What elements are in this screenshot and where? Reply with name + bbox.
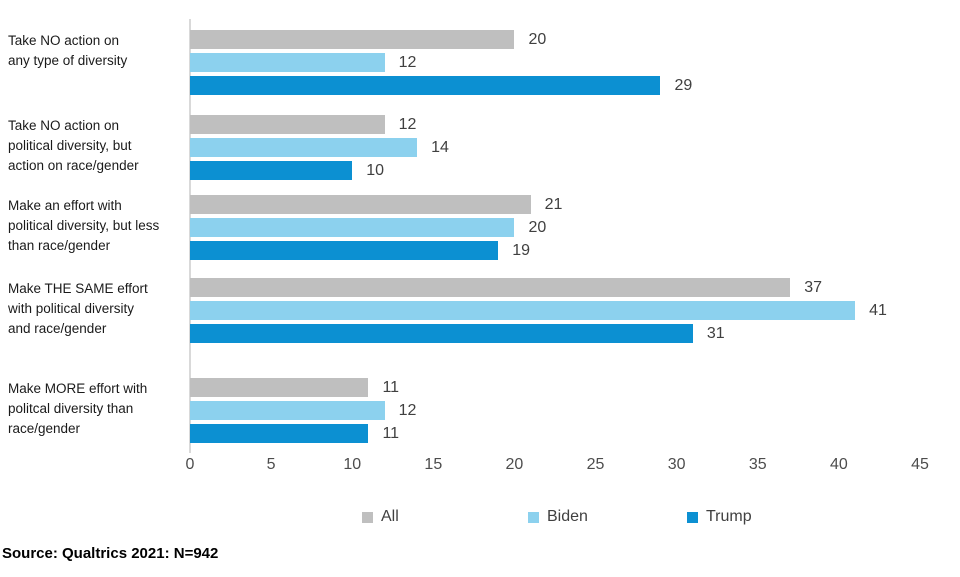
x-tick-label: 30 xyxy=(667,456,686,473)
legend-item-all: All xyxy=(362,506,399,528)
bar-all xyxy=(190,115,385,134)
legend-label: Trump xyxy=(706,508,752,525)
bar-trump xyxy=(190,324,693,343)
bar-biden xyxy=(190,53,385,72)
category-label-line: Make THE SAME effort xyxy=(8,281,148,296)
category-label-line: political diversity, but xyxy=(8,138,132,153)
bar-value-label: 12 xyxy=(398,53,417,71)
legend-swatch-icon xyxy=(687,511,698,523)
bar-value-label: 37 xyxy=(804,278,823,296)
legend-label: Biden xyxy=(547,508,588,525)
bar-trump xyxy=(190,424,369,443)
bar-value-label: 19 xyxy=(512,241,531,259)
category-label: Make MORE effort with politcal diversity … xyxy=(8,379,186,439)
bar-value-label: 10 xyxy=(366,161,385,179)
bar-row-trump-3: 31 xyxy=(190,324,725,343)
legend-item-biden: Biden xyxy=(528,506,588,528)
category-label: Take NO action on political diversity, bu… xyxy=(8,116,186,176)
bar-value-label: 11 xyxy=(382,424,400,442)
bar-value-label: 21 xyxy=(544,195,563,213)
category-label-line: with political diversity xyxy=(8,301,135,316)
category-label: Make an effort with political diversity, … xyxy=(8,196,186,256)
bar-all xyxy=(190,278,791,297)
bar-row-trump-4: 11 xyxy=(190,424,399,443)
bar-row-biden-0: 12 xyxy=(190,53,416,72)
bar-row-all-0: 20 xyxy=(190,30,546,49)
category-label-line: any type of diversity xyxy=(8,53,128,68)
category-label-line: and race/gender xyxy=(8,321,107,336)
bar-trump xyxy=(190,161,353,180)
category-label: Take NO action on any type of diversity xyxy=(8,31,186,71)
x-tick-label: 5 xyxy=(266,456,276,473)
x-tick-label: 0 xyxy=(185,456,195,473)
category-label-line: politcal diversity than xyxy=(8,401,134,416)
legend-swatch-icon xyxy=(362,511,373,523)
bar-value-label: 12 xyxy=(398,401,417,419)
category-label-line: than race/gender xyxy=(8,238,111,253)
bar-trump xyxy=(190,241,499,260)
bar-row-biden-3: 41 xyxy=(190,301,887,320)
category-label-line: race/gender xyxy=(8,421,81,436)
bar-row-trump-1: 10 xyxy=(190,161,384,180)
x-tick-label: 10 xyxy=(343,456,362,473)
category-label-line: Make an effort with xyxy=(8,198,122,213)
bar-biden xyxy=(190,218,515,237)
category-label-line: Take NO action on xyxy=(8,33,120,48)
x-tick-label: 25 xyxy=(586,456,605,473)
source-note: Source: Qualtrics 2021: N=942 xyxy=(2,545,219,562)
bar-row-all-3: 37 xyxy=(190,278,822,297)
x-tick-label: 20 xyxy=(505,456,524,473)
category-label-line: Make MORE effort with xyxy=(8,381,148,396)
x-tick-label: 40 xyxy=(829,456,848,473)
bar-row-biden-4: 12 xyxy=(190,401,416,420)
x-tick-label: 35 xyxy=(748,456,767,473)
bar-value-label: 11 xyxy=(382,378,400,396)
bar-biden xyxy=(190,138,418,157)
bar-value-label: 31 xyxy=(706,324,725,342)
bar-value-label: 41 xyxy=(869,301,887,319)
bar-row-all-2: 21 xyxy=(190,195,562,214)
bar-all xyxy=(190,378,369,397)
legend-swatch-icon xyxy=(528,511,539,523)
bar-value-label: 29 xyxy=(674,76,693,94)
category-label-line: Take NO action on xyxy=(8,118,120,133)
legend-item-trump: Trump xyxy=(687,506,752,528)
x-tick-label: 15 xyxy=(424,456,443,473)
bar-row-trump-2: 19 xyxy=(190,241,530,260)
bar-row-all-4: 11 xyxy=(190,378,399,397)
bar-value-label: 14 xyxy=(431,138,449,156)
bar-all xyxy=(190,195,531,214)
category-label: Make THE SAME effort with political diver… xyxy=(8,279,186,339)
bar-row-biden-1: 14 xyxy=(190,138,449,157)
bar-trump xyxy=(190,76,661,95)
bar-biden xyxy=(190,401,385,420)
bar-row-biden-2: 20 xyxy=(190,218,546,237)
bar-row-all-1: 12 xyxy=(190,115,416,134)
category-label-line: political diversity, but less xyxy=(8,218,160,233)
bar-biden xyxy=(190,301,856,320)
category-label-line: action on race/gender xyxy=(8,158,139,173)
x-tick-label: 45 xyxy=(911,456,929,473)
bar-row-trump-0: 29 xyxy=(190,76,692,95)
bar-all xyxy=(190,30,515,49)
bar-value-label: 20 xyxy=(528,218,547,236)
bar-value-label: 20 xyxy=(528,30,547,48)
bar-value-label: 12 xyxy=(398,115,417,133)
legend-label: All xyxy=(381,508,399,525)
